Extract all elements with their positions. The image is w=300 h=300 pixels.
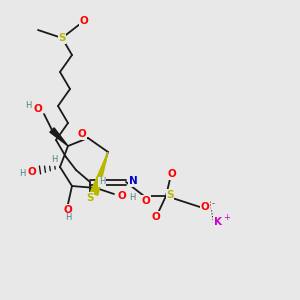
Polygon shape — [90, 152, 108, 195]
Text: O: O — [142, 196, 150, 206]
Text: H: H — [25, 101, 31, 110]
Text: O: O — [78, 129, 86, 139]
Text: O: O — [80, 16, 88, 26]
Text: O: O — [201, 202, 209, 212]
Text: O: O — [168, 169, 176, 179]
Text: H: H — [99, 178, 105, 187]
Text: O: O — [34, 104, 42, 114]
Text: H: H — [51, 154, 57, 164]
Text: +: + — [224, 214, 230, 223]
Text: K: K — [214, 217, 222, 227]
Text: H: H — [19, 169, 25, 178]
Text: S: S — [166, 190, 174, 200]
Text: S: S — [86, 193, 94, 203]
Text: O: O — [64, 205, 72, 215]
Text: N: N — [129, 176, 137, 186]
Text: H: H — [65, 214, 71, 223]
Text: O: O — [118, 191, 126, 201]
Text: O: O — [28, 167, 36, 177]
Text: -: - — [212, 200, 214, 208]
Text: S: S — [58, 33, 66, 43]
Polygon shape — [50, 128, 68, 146]
Text: O: O — [152, 212, 160, 222]
Text: H: H — [129, 194, 135, 202]
